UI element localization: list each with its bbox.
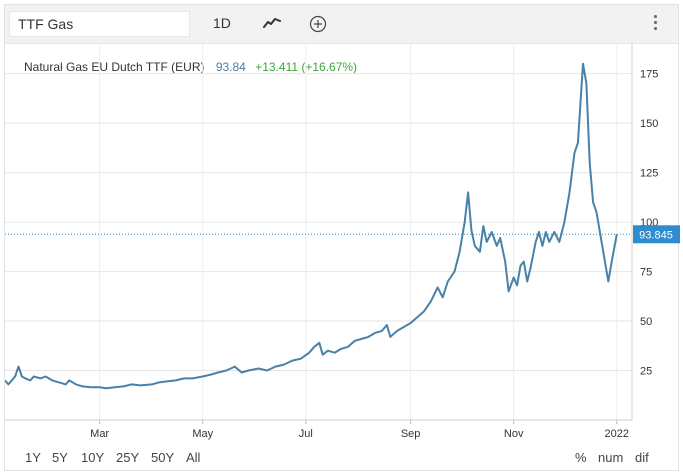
percent-scale-button[interactable]: % <box>575 450 587 465</box>
x-tick-label: Sep <box>401 428 421 440</box>
x-tick-label: Mar <box>90 428 109 440</box>
range-button-50y[interactable]: 50Y <box>151 450 175 465</box>
x-tick-label: May <box>192 428 213 440</box>
y-tick-label: 50 <box>640 316 652 328</box>
y-tick-label: 125 <box>640 168 658 180</box>
range-button-10y[interactable]: 10Y <box>81 450 105 465</box>
x-tick-label: Jul <box>299 428 313 440</box>
y-tick-label: 150 <box>640 118 658 130</box>
range-button-25y[interactable]: 25Y <box>116 450 140 465</box>
y-tick-label: 75 <box>640 267 652 279</box>
y-tick-label: 175 <box>640 69 658 81</box>
interval-button[interactable]: 1D <box>213 15 231 31</box>
range-button-all[interactable]: All <box>186 450 201 465</box>
range-button-5y[interactable]: 5Y <box>52 450 68 465</box>
range-button-1y[interactable]: 1Y <box>25 450 41 465</box>
price-series-line <box>5 62 618 390</box>
price-tag-label: 93.845 <box>639 229 673 241</box>
chart-legend: Natural Gas EU Dutch TTF (EUR) 93.84 +13… <box>24 60 357 74</box>
chart-widget: TTF Gas 1D Natural Gas EU Dutch TTF (EUR… <box>4 4 680 472</box>
legend-last-price: 93.84 <box>215 60 246 74</box>
price-tag-box <box>633 225 680 244</box>
line-chart-icon[interactable] <box>263 17 281 29</box>
kebab-menu-icon[interactable] <box>654 15 658 33</box>
y-tick-label: 25 <box>640 366 652 378</box>
legend-instrument: Natural Gas EU Dutch TTF (EUR) <box>24 60 205 74</box>
x-tick-label: Nov <box>504 428 524 440</box>
dif-scale-button[interactable]: dif <box>635 450 649 465</box>
x-tick-label: 2022 <box>605 428 629 440</box>
bottom-bar: 1Y 5Y 10Y 25Y 50Y All % num dif <box>5 442 678 472</box>
symbol-search-input[interactable]: TTF Gas <box>9 11 190 37</box>
num-scale-button[interactable]: num <box>598 450 624 465</box>
chart-toolbar: TTF Gas 1D <box>5 5 678 44</box>
add-circle-icon[interactable] <box>309 15 327 33</box>
